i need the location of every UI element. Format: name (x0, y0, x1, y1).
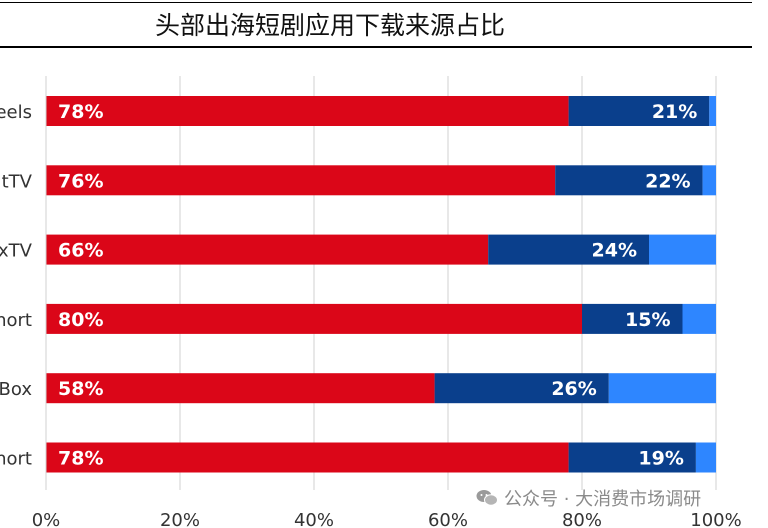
data-label: 78% (58, 101, 103, 123)
wechat-icon (476, 489, 498, 507)
category-label: xTV (0, 241, 33, 262)
data-label: 66% (58, 240, 103, 262)
data-label: 22% (645, 170, 690, 192)
bar-segment (682, 303, 716, 334)
data-label: 15% (625, 309, 670, 331)
bar-segment (649, 234, 716, 265)
bar-segment (46, 373, 435, 404)
x-tick-label: 60% (428, 510, 468, 528)
bar-segment (46, 442, 569, 473)
bar-segment (702, 165, 716, 196)
bar-segment (46, 234, 489, 265)
x-tick-label: 80% (562, 510, 602, 528)
bar-segment (488, 234, 649, 265)
bar-segment (568, 96, 710, 126)
bar-segment (568, 442, 696, 473)
bar-segment (695, 442, 716, 473)
data-label: 78% (58, 448, 103, 470)
category-label: tTV (2, 171, 33, 192)
data-label: 76% (58, 170, 103, 192)
chart-title: 头部出海短剧应用下载来源占比 (154, 11, 505, 40)
data-label: 80% (58, 309, 103, 331)
bar-segment (608, 373, 716, 404)
bar-segment (46, 303, 582, 334)
data-label: 26% (551, 378, 596, 400)
watermark: 公众号 · 大消费市场调研 (476, 485, 701, 511)
bar-segment (434, 373, 609, 404)
x-tick-label: 20% (160, 510, 200, 528)
category-label: hort (0, 449, 32, 470)
watermark-text: 公众号 · 大消费市场调研 (504, 489, 702, 510)
category-label: Box (0, 379, 32, 400)
title-bottom-rule (0, 46, 752, 48)
data-label: 21% (652, 101, 697, 123)
bar-segment (46, 165, 556, 196)
category-label: eels (0, 102, 32, 123)
bar-segment (46, 96, 569, 126)
bar-segment (709, 96, 716, 126)
category-label: hort (0, 310, 32, 331)
data-label: 24% (592, 240, 637, 262)
x-tick-label: 40% (294, 510, 334, 528)
data-label: 58% (58, 378, 103, 400)
bar-segment (555, 165, 703, 196)
title-top-rule (0, 2, 752, 3)
x-tick-label: 0% (32, 510, 61, 528)
x-tick-label: 100% (690, 510, 741, 528)
data-label: 19% (638, 448, 683, 470)
bar-segment (582, 303, 683, 334)
